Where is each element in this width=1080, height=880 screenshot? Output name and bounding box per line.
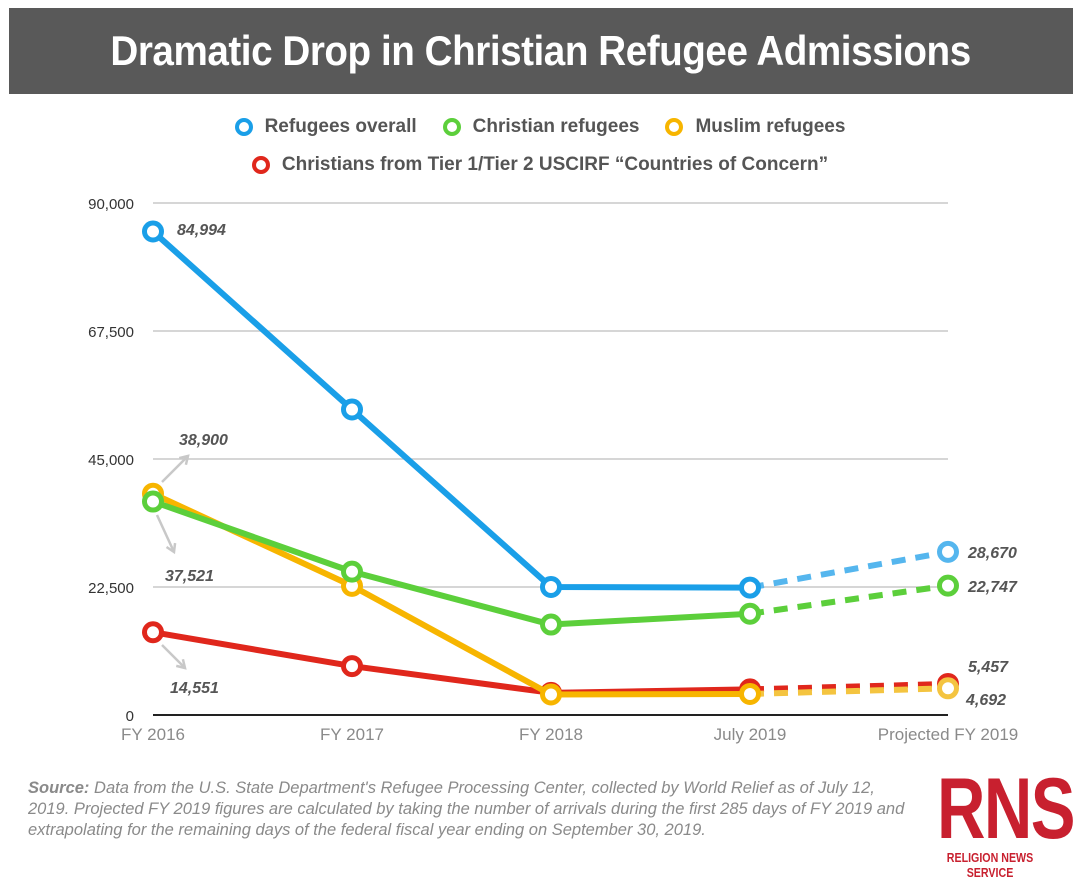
- legend-row-1: Refugees overall Christian refugees Musl…: [0, 116, 1080, 138]
- series-projection-line: [749, 582, 949, 617]
- data-point: [142, 621, 164, 644]
- y-tick-label: 67,500: [88, 324, 134, 341]
- data-label: 28,670: [967, 545, 1017, 562]
- logo-letters: RNS: [936, 761, 1076, 857]
- label-arrow-head: [175, 658, 187, 670]
- y-tick-label: 0: [126, 708, 134, 725]
- data-point: [142, 220, 164, 243]
- chart-title: Dramatic Drop in Christian Refugee Admis…: [110, 27, 972, 74]
- data-label: 14,551: [170, 680, 219, 697]
- legend-row-2: Christians from Tier 1/Tier 2 USCIRF “Co…: [0, 154, 1080, 176]
- legend-label-muslim-refugees: Muslim refugees: [695, 116, 846, 137]
- data-label: 37,521: [165, 568, 214, 585]
- data-label: 38,900: [179, 432, 228, 449]
- source-note: Source: Data from the U.S. State Departm…: [28, 778, 908, 841]
- legend-label-countries-of-concern: Christians from Tier 1/Tier 2 USCIRF “Co…: [281, 154, 829, 175]
- legend-item-christian-refugees: Christian refugees: [442, 116, 640, 138]
- label-arrow-head: [178, 454, 190, 466]
- data-point: [540, 683, 562, 706]
- series-line: [150, 490, 753, 698]
- data-point: [341, 655, 363, 678]
- data-point: [341, 560, 363, 583]
- x-tick-label: July 2019: [714, 725, 787, 744]
- x-tick-label: FY 2018: [519, 725, 583, 744]
- y-tick-label: 22,500: [88, 580, 134, 597]
- label-arrow: [161, 644, 186, 669]
- y-tick-label: 45,000: [88, 452, 134, 469]
- data-label: 4,692: [965, 692, 1006, 709]
- x-tick-label: Projected FY 2019: [878, 725, 1019, 744]
- source-label: Source:: [28, 779, 90, 797]
- series-projection-line: [749, 685, 949, 697]
- legend-marker-refugees-overall: [234, 118, 253, 136]
- data-point: [739, 682, 761, 705]
- data-point: [540, 576, 562, 598]
- legend-marker-countries-of-concern: [251, 156, 270, 174]
- legend-label-christian-refugees: Christian refugees: [472, 116, 640, 137]
- data-label: 22,747: [967, 579, 1018, 596]
- series-line: [150, 629, 753, 696]
- data-point: [341, 398, 363, 421]
- data-point: [739, 576, 761, 599]
- title-banner: Dramatic Drop in Christian Refugee Admis…: [9, 8, 1073, 94]
- x-tick-label: FY 2016: [121, 725, 185, 744]
- data-point: [937, 574, 959, 597]
- legend-marker-christian-refugees: [442, 118, 461, 136]
- rns-logo: RNS RELIGION NEWS SERVICE: [922, 761, 1076, 880]
- data-label: 84,994: [177, 222, 226, 239]
- series-line: [150, 228, 753, 591]
- series-line: [150, 498, 753, 628]
- source-text: Data from the U.S. State Department's Re…: [28, 779, 905, 839]
- legend-item-countries-of-concern: Christians from Tier 1/Tier 2 USCIRF “Co…: [251, 154, 829, 176]
- data-point: [739, 602, 761, 625]
- series-projection-line: [749, 548, 949, 591]
- legend-marker-muslim-refugees: [665, 118, 684, 136]
- label-arrow: [161, 455, 189, 483]
- logo-name: RELIGION NEWS SERVICE: [946, 850, 1034, 880]
- x-tick-label: FY 2017: [320, 725, 384, 744]
- data-label: 5,457: [968, 659, 1009, 676]
- data-point: [937, 540, 959, 563]
- line-chart: 0 22,500 45,000 67,500 90,000 FY 2016 FY 2017 F…: [88, 196, 1019, 744]
- series-projection-line: [749, 680, 949, 693]
- label-arrow-head: [165, 542, 177, 555]
- data-point: [540, 613, 562, 636]
- legend-item-muslim-refugees: Muslim refugees: [665, 116, 845, 138]
- y-tick-label: 90,000: [88, 196, 134, 213]
- legend-label-refugees-overall: Refugees overall: [264, 116, 417, 137]
- data-point: [142, 490, 164, 513]
- label-arrow: [155, 514, 176, 553]
- data-point: [937, 677, 959, 700]
- legend-item-refugees-overall: Refugees overall: [234, 116, 417, 138]
